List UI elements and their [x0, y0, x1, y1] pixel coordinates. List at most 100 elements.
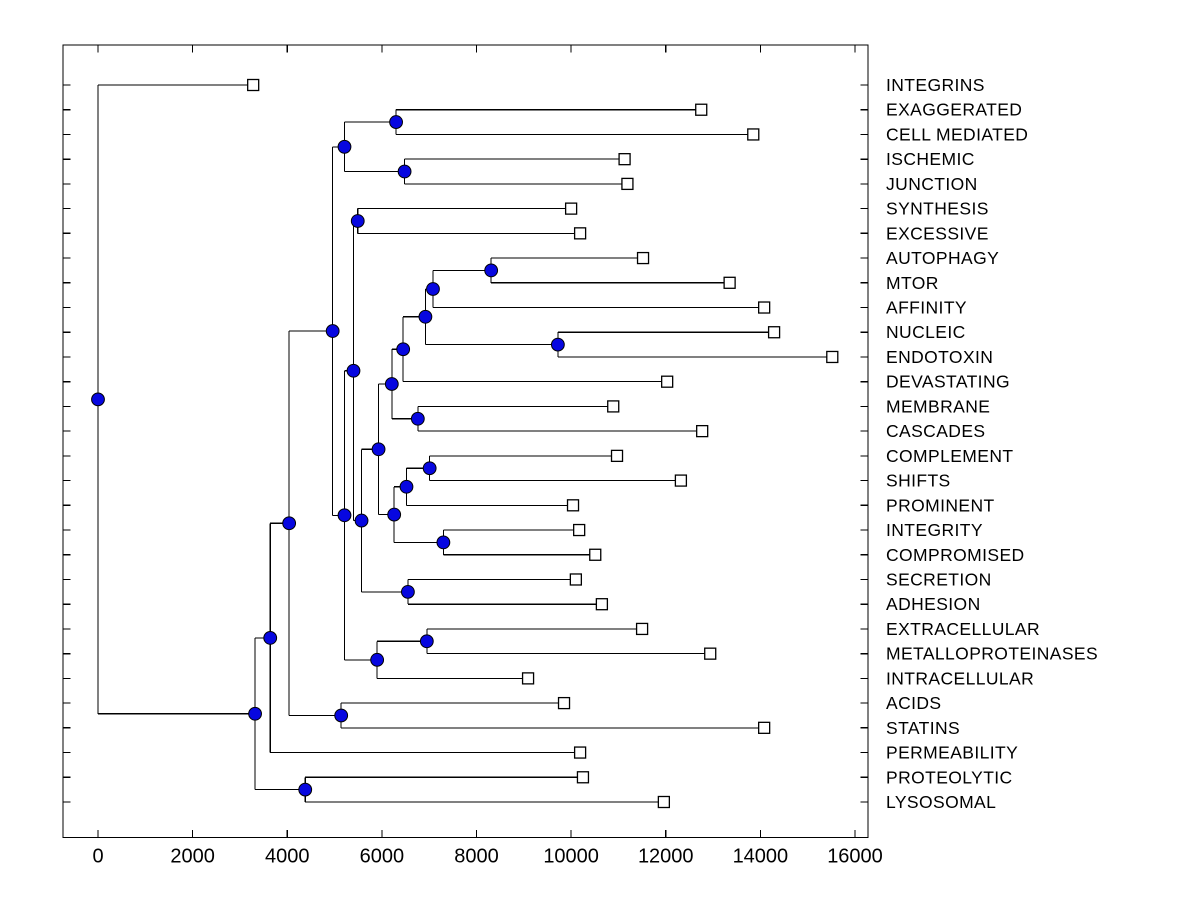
x-tick-label: 2000: [170, 846, 215, 868]
internal-node-marker: [337, 139, 352, 154]
leaf-marker: [247, 78, 260, 92]
leaf-marker: [661, 375, 674, 388]
leaf-label: SHIFTS: [886, 471, 951, 491]
internal-node-marker: [422, 461, 437, 476]
x-tick-label: 10000: [543, 846, 599, 868]
leaf-marker: [573, 746, 587, 759]
leaf-marker: [576, 771, 590, 784]
x-tick-label: 14000: [733, 846, 789, 868]
leaf-marker: [573, 227, 587, 240]
leaf-label: ACIDS: [886, 693, 941, 713]
internal-node-marker: [400, 584, 415, 599]
x-tick-label: 12000: [638, 846, 694, 868]
leaf-label: INTRACELLULAR: [886, 668, 1034, 688]
internal-node-marker: [263, 631, 278, 645]
leaf-marker: [695, 103, 708, 116]
internal-node-marker: [426, 282, 440, 296]
leaf-label: AFFINITY: [886, 298, 967, 318]
internal-node-marker: [399, 479, 414, 494]
internal-node-marker: [387, 507, 402, 522]
leaf-label: EXCESSIVE: [886, 223, 989, 243]
leaf-label: JUNCTION: [886, 174, 978, 194]
leaf-label: ADHESION: [886, 594, 981, 614]
internal-node-marker: [354, 513, 369, 528]
leaf-marker: [569, 573, 583, 586]
internal-node-marker: [396, 342, 411, 357]
leaf-label: SECRETION: [886, 569, 992, 589]
leaf-marker: [635, 622, 649, 636]
leaf-marker: [621, 177, 634, 191]
leaf-marker: [557, 696, 571, 710]
leaf-label: DEVASTATING: [886, 372, 1010, 392]
leaf-label: MEMBRANE: [886, 396, 990, 416]
internal-node-marker: [370, 652, 385, 667]
leaf-marker: [595, 598, 609, 611]
leaf-label: METALLOPROTEINASES: [886, 644, 1098, 664]
x-tick-label: 16000: [827, 846, 883, 868]
internal-node-marker: [384, 377, 399, 391]
internal-node-marker: [371, 442, 386, 457]
leaf-label: ISCHEMIC: [886, 149, 975, 169]
leaf-label: STATINS: [886, 718, 960, 738]
leaf-label: NUCLEIC: [886, 322, 966, 342]
internal-node-marker: [410, 411, 425, 426]
leaf-label: PERMEABILITY: [886, 743, 1018, 763]
leaf-label: LYSOSOMAL: [886, 792, 996, 812]
internal-node-marker: [418, 309, 433, 324]
leaf-marker: [636, 251, 650, 265]
leaf-label: INTEGRINS: [886, 75, 985, 95]
x-tick-label: 8000: [454, 846, 499, 868]
plot-box: [62, 44, 869, 839]
leaf-marker: [723, 276, 736, 289]
leaf-marker: [704, 647, 717, 660]
internal-node-marker: [334, 708, 349, 723]
leaf-label: PROMINENT: [886, 495, 995, 515]
leaf-marker: [566, 499, 580, 512]
leaf-marker: [564, 202, 578, 215]
leaf-marker: [758, 301, 771, 314]
leaf-label: EXAGGERATED: [886, 100, 1022, 120]
leaf-label: ENDOTOXIN: [886, 347, 993, 367]
internal-node-marker: [389, 115, 403, 129]
leaf-label: MTOR: [886, 273, 939, 293]
internal-node-marker: [248, 706, 262, 721]
internal-node-marker: [419, 634, 434, 649]
x-tick-label: 4000: [265, 846, 310, 868]
leaf-label: SYNTHESIS: [886, 199, 989, 219]
leaf-label: CASCADES: [886, 421, 985, 441]
leaf-label: INTEGRITY: [886, 520, 983, 540]
leaf-marker: [747, 128, 760, 141]
leaf-label: COMPROMISED: [886, 545, 1025, 565]
x-tick-label: 0: [92, 846, 103, 868]
leaf-marker: [610, 449, 624, 463]
leaf-label: AUTOPHAGY: [886, 248, 999, 268]
leaf-marker: [674, 474, 688, 487]
leaf-marker: [826, 350, 839, 364]
x-tick-label: 6000: [360, 846, 405, 868]
internal-node-marker: [484, 263, 499, 278]
internal-node-marker: [346, 363, 361, 378]
leaf-label: COMPLEMENT: [886, 446, 1013, 466]
internal-node-marker: [325, 324, 340, 338]
internal-node-marker: [298, 782, 313, 797]
leaf-marker: [758, 721, 771, 734]
leaf-marker: [618, 153, 631, 166]
leaf-marker: [607, 400, 620, 413]
leaf-marker: [521, 672, 535, 685]
leaf-marker: [589, 548, 602, 561]
internal-node-marker: [282, 516, 297, 531]
leaf-marker: [696, 424, 709, 438]
internal-node-marker: [397, 164, 412, 179]
internal-node-marker: [350, 214, 365, 228]
internal-node-marker: [91, 392, 105, 407]
leaf-marker: [657, 795, 671, 809]
leaf-label: PROTEOLYTIC: [886, 767, 1013, 787]
internal-node-marker: [550, 337, 565, 352]
leaf-label: EXTRACELLULAR: [886, 619, 1040, 639]
leaf-marker: [767, 326, 781, 339]
internal-node-marker: [337, 508, 352, 523]
internal-node-marker: [436, 535, 451, 550]
leaf-marker: [573, 523, 586, 537]
leaf-label: CELL MEDIATED: [886, 124, 1028, 144]
